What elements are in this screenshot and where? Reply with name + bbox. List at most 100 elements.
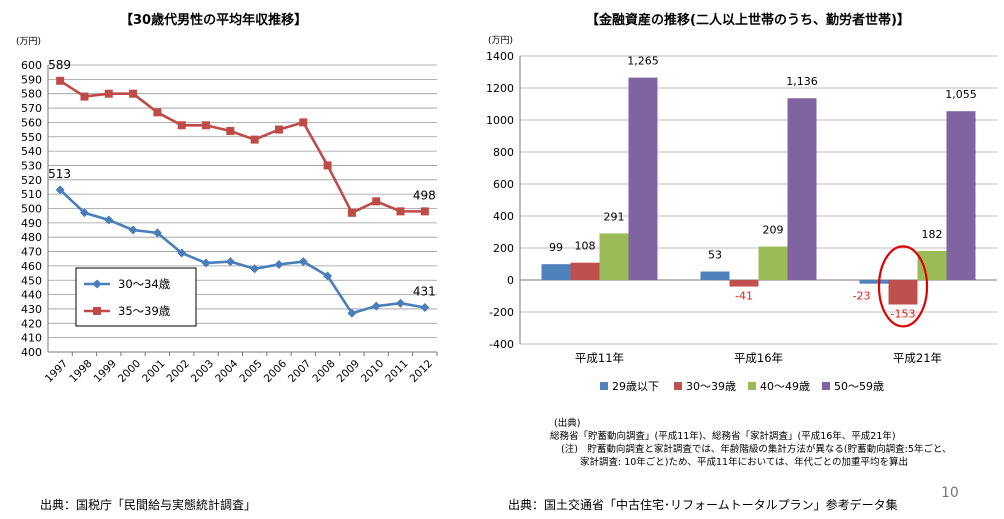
line-y-tick-label: 450	[21, 274, 42, 287]
bar	[859, 280, 889, 284]
line-x-tick-label: 2010	[359, 358, 386, 385]
line-y-tick-label: 590	[21, 73, 42, 86]
line-point	[104, 215, 114, 225]
line-x-tick-label: 2007	[286, 358, 313, 385]
source-notes-line2: (注) 貯蓄動向調査と家計調査では、年齢階級の集計方法が異なる(貯蓄動向調査:5…	[561, 444, 952, 455]
line-y-tick-label: 510	[21, 188, 42, 201]
bar-data-label: 209	[763, 224, 784, 237]
bar	[917, 250, 947, 280]
line-x-tick-label: 2009	[335, 358, 362, 385]
line-x-tick-label: 1997	[43, 358, 70, 385]
bar-y-tick-label: 400	[493, 210, 514, 223]
bar	[570, 262, 600, 280]
page-number: 10	[941, 485, 959, 501]
line-point	[177, 248, 187, 258]
line-x-tick-label: 2008	[310, 358, 337, 385]
bar-data-label: -153	[891, 307, 916, 320]
line-x-tick-label: 2005	[237, 358, 264, 385]
highlight-ellipse	[877, 245, 929, 328]
line-data-label: 513	[48, 167, 71, 181]
source-notes-line3: 家計調査: 10年ごと)ため、平成11年においては、年代ごとの加重平均を算出	[580, 457, 909, 468]
line-y-tick-label: 490	[21, 217, 42, 230]
line-point	[323, 271, 333, 281]
line-x-tick-label: 2012	[408, 358, 435, 385]
bar	[946, 111, 976, 280]
bar	[700, 271, 730, 280]
bar-y-tick-label: -200	[489, 306, 514, 319]
bar-data-label: 182	[922, 228, 943, 241]
line-data-label: 589	[48, 58, 71, 72]
line-x-tick-label: 2003	[189, 358, 216, 385]
line-point	[250, 264, 260, 274]
left-source: 出典：国税庁「民間給与実態統計調査」	[40, 498, 257, 512]
bar-category-label: 平成16年	[734, 351, 783, 365]
line-x-tick-label: 2011	[383, 358, 410, 385]
line-point	[177, 121, 186, 130]
line-y-tick-label: 600	[21, 59, 42, 72]
line-series-2	[59, 79, 425, 215]
line-data-label: 431	[413, 285, 436, 299]
bar-y-tick-label: 1200	[486, 82, 514, 95]
line-y-tick-label: 460	[21, 260, 42, 273]
line-point	[80, 92, 89, 101]
line-y-tick-label: 430	[21, 303, 42, 316]
line-legend-marker	[93, 307, 101, 315]
line-y-unit: (万円)	[16, 36, 41, 47]
bar-data-label: -23	[853, 290, 871, 303]
line-point	[299, 118, 308, 127]
left-chart-title: 【30歳代男性の平均年収推移】	[120, 13, 308, 28]
line-x-tick-label: 2004	[213, 357, 241, 385]
bar-data-label: 1,265	[627, 55, 659, 68]
bar-category-label: 平成21年	[893, 351, 942, 365]
line-legend-marker	[92, 279, 102, 289]
line-y-tick-label: 500	[21, 203, 42, 216]
bar	[599, 233, 629, 280]
line-point	[396, 298, 406, 308]
line-point	[274, 125, 283, 134]
line-x-tick-label: 2006	[262, 357, 290, 385]
bar	[541, 264, 571, 280]
source-notes-line1: 総務省「貯蓄動向調査」(平成11年)、総務省「家計調査」(平成16年、平成21年…	[550, 431, 896, 442]
bar-y-tick-label: 200	[493, 242, 514, 255]
line-y-tick-label: 540	[21, 145, 42, 158]
line-point	[298, 257, 308, 267]
bar	[758, 246, 788, 280]
bar-y-tick-label: 1000	[486, 114, 514, 127]
line-y-tick-label: 530	[21, 159, 42, 172]
line-point	[129, 89, 138, 98]
bar-data-label: 291	[604, 210, 625, 223]
line-y-tick-label: 400	[21, 346, 42, 359]
line-point	[372, 197, 381, 206]
line-series-1	[59, 188, 426, 315]
bar-y-tick-label: -400	[489, 338, 514, 351]
line-point	[347, 308, 357, 318]
bar-legend-swatch	[600, 382, 608, 390]
bar-y-unit: (万円)	[488, 35, 513, 46]
bar-legend-label: 30～39歳	[686, 380, 736, 393]
line-y-tick-label: 560	[21, 116, 42, 129]
line-x-tick-label: 2000	[116, 358, 143, 385]
bar	[729, 280, 759, 287]
line-legend-label: 30～34歳	[118, 277, 171, 291]
bar-legend-swatch	[674, 382, 682, 390]
line-point	[347, 208, 356, 217]
bar-legend-swatch	[822, 382, 830, 390]
line-x-tick-label: 2001	[140, 358, 167, 385]
line-y-tick-label: 470	[21, 246, 42, 259]
bar	[787, 98, 817, 281]
line-point	[274, 259, 284, 269]
line-y-tick-label: 550	[21, 131, 42, 144]
line-y-tick-label: 420	[21, 317, 42, 330]
line-point	[226, 127, 235, 136]
line-y-tick-label: 520	[21, 174, 42, 187]
line-legend	[75, 267, 197, 327]
bar-y-tick-label: 800	[493, 146, 514, 159]
line-point	[225, 257, 235, 267]
line-point	[420, 303, 430, 313]
bar	[888, 280, 918, 305]
line-point	[420, 207, 429, 216]
line-y-tick-label: 580	[21, 88, 42, 101]
line-point	[153, 108, 162, 117]
